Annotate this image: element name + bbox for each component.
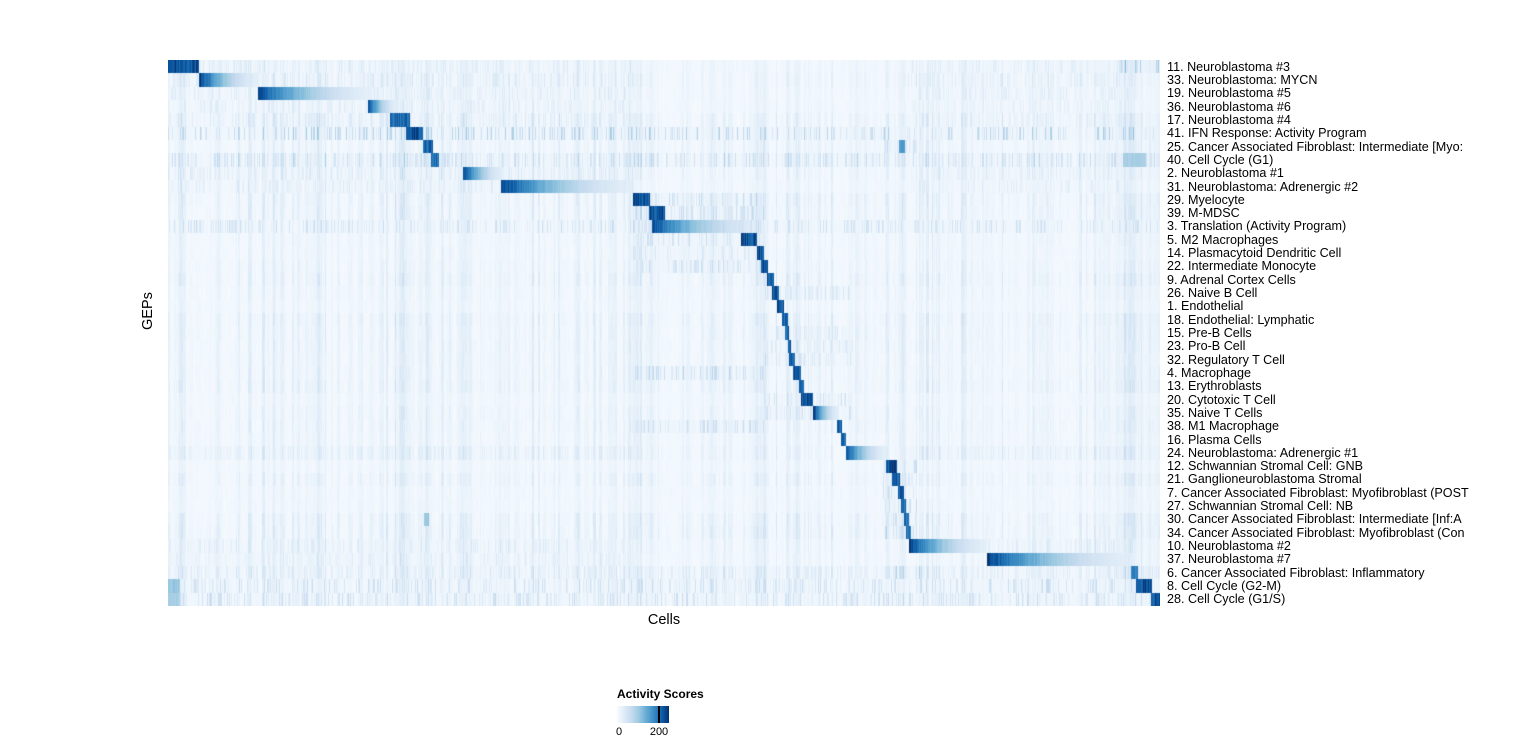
row-label: 12. Schwannian Stromal Cell: GNB: [1167, 459, 1363, 474]
y-axis-label: GEPs: [140, 292, 156, 330]
row-label: 6. Cancer Associated Fibroblast: Inflamm…: [1167, 565, 1425, 580]
row-label: 4. Macrophage: [1167, 365, 1252, 380]
row-label: 34. Cancer Associated Fibroblast: Myofib…: [1167, 525, 1465, 540]
row-label: 3. Translation (Activity Program): [1167, 219, 1347, 234]
row-label: 40. Cell Cycle (G1): [1167, 152, 1274, 167]
row-label: 33. Neuroblastoma: MYCN: [1167, 72, 1318, 87]
row-label: 36. Neuroblastoma #6: [1167, 99, 1291, 114]
row-label: 37. Neuroblastoma #7: [1167, 552, 1291, 567]
row-label: 15. Pre-B Cells: [1167, 325, 1252, 340]
row-label: 13. Erythroblasts: [1167, 379, 1262, 394]
row-label: 17. Neuroblastoma #4: [1167, 112, 1291, 127]
row-label: 21. Ganglioneuroblastoma Stromal: [1167, 472, 1362, 487]
legend-tick-min: 0: [616, 726, 623, 738]
row-label: 29. Myelocyte: [1167, 192, 1245, 207]
legend-tick-max: 200: [649, 726, 669, 738]
row-label: 35. Naive T Cells: [1167, 405, 1263, 420]
row-label: 14. Plasmacytoid Dendritic Cell: [1167, 246, 1342, 261]
legend-tick-mark: [658, 706, 660, 723]
legend-colorbar: [617, 706, 669, 723]
row-label: 20. Cytotoxic T Cell: [1167, 392, 1276, 407]
row-label: 31. Neuroblastoma: Adrenergic #2: [1167, 179, 1359, 194]
row-label: 1. Endothelial: [1167, 299, 1244, 314]
row-label: 27. Schwannian Stromal Cell: NB: [1167, 499, 1354, 514]
row-label: 26. Naive B Cell: [1167, 286, 1258, 301]
gep-row-labels: 11. Neuroblastoma #3 33. Neuroblastoma: M…: [1167, 60, 1540, 606]
row-label: 10. Neuroblastoma #2: [1167, 539, 1291, 554]
row-label: 38. M1 Macrophage: [1167, 419, 1280, 434]
row-label: 30. Cancer Associated Fibroblast: Interm…: [1167, 512, 1462, 527]
row-label: 18. Endothelial: Lymphatic: [1167, 312, 1315, 327]
row-label: 39. M-MDSC: [1167, 206, 1240, 221]
row-label: 7. Cancer Associated Fibroblast: Myofibr…: [1167, 485, 1469, 500]
row-label: 5. M2 Macrophages: [1167, 232, 1279, 247]
row-label: 24. Neuroblastoma: Adrenergic #1: [1167, 445, 1359, 460]
row-label: 41. IFN Response: Activity Program: [1167, 126, 1367, 141]
row-label: 23. Pro-B Cell: [1167, 339, 1246, 354]
row-label: 2. Neuroblastoma #1: [1167, 166, 1284, 181]
legend-title: Activity Scores: [617, 687, 704, 701]
activity-legend: Activity Scores 0 200: [616, 687, 757, 739]
row-label: 28. Cell Cycle (G1/S): [1167, 592, 1286, 606]
x-axis-label: Cells: [647, 612, 681, 628]
row-label: 16. Plasma Cells: [1167, 432, 1262, 447]
row-label: 32. Regulatory T Cell: [1167, 352, 1285, 367]
row-label: 19. Neuroblastoma #5: [1167, 86, 1291, 101]
row-label: 22. Intermediate Monocyte: [1167, 259, 1317, 274]
row-label: 8. Cell Cycle (G2-M): [1167, 579, 1282, 594]
legend-tick-labels: 0 200: [616, 726, 697, 739]
row-label: 9. Adrenal Cortex Cells: [1167, 272, 1296, 287]
row-label: 25. Cancer Associated Fibroblast: Interm…: [1167, 139, 1464, 154]
heatmap-canvas: [168, 60, 1160, 606]
row-label: 11. Neuroblastoma #3: [1167, 60, 1290, 74]
